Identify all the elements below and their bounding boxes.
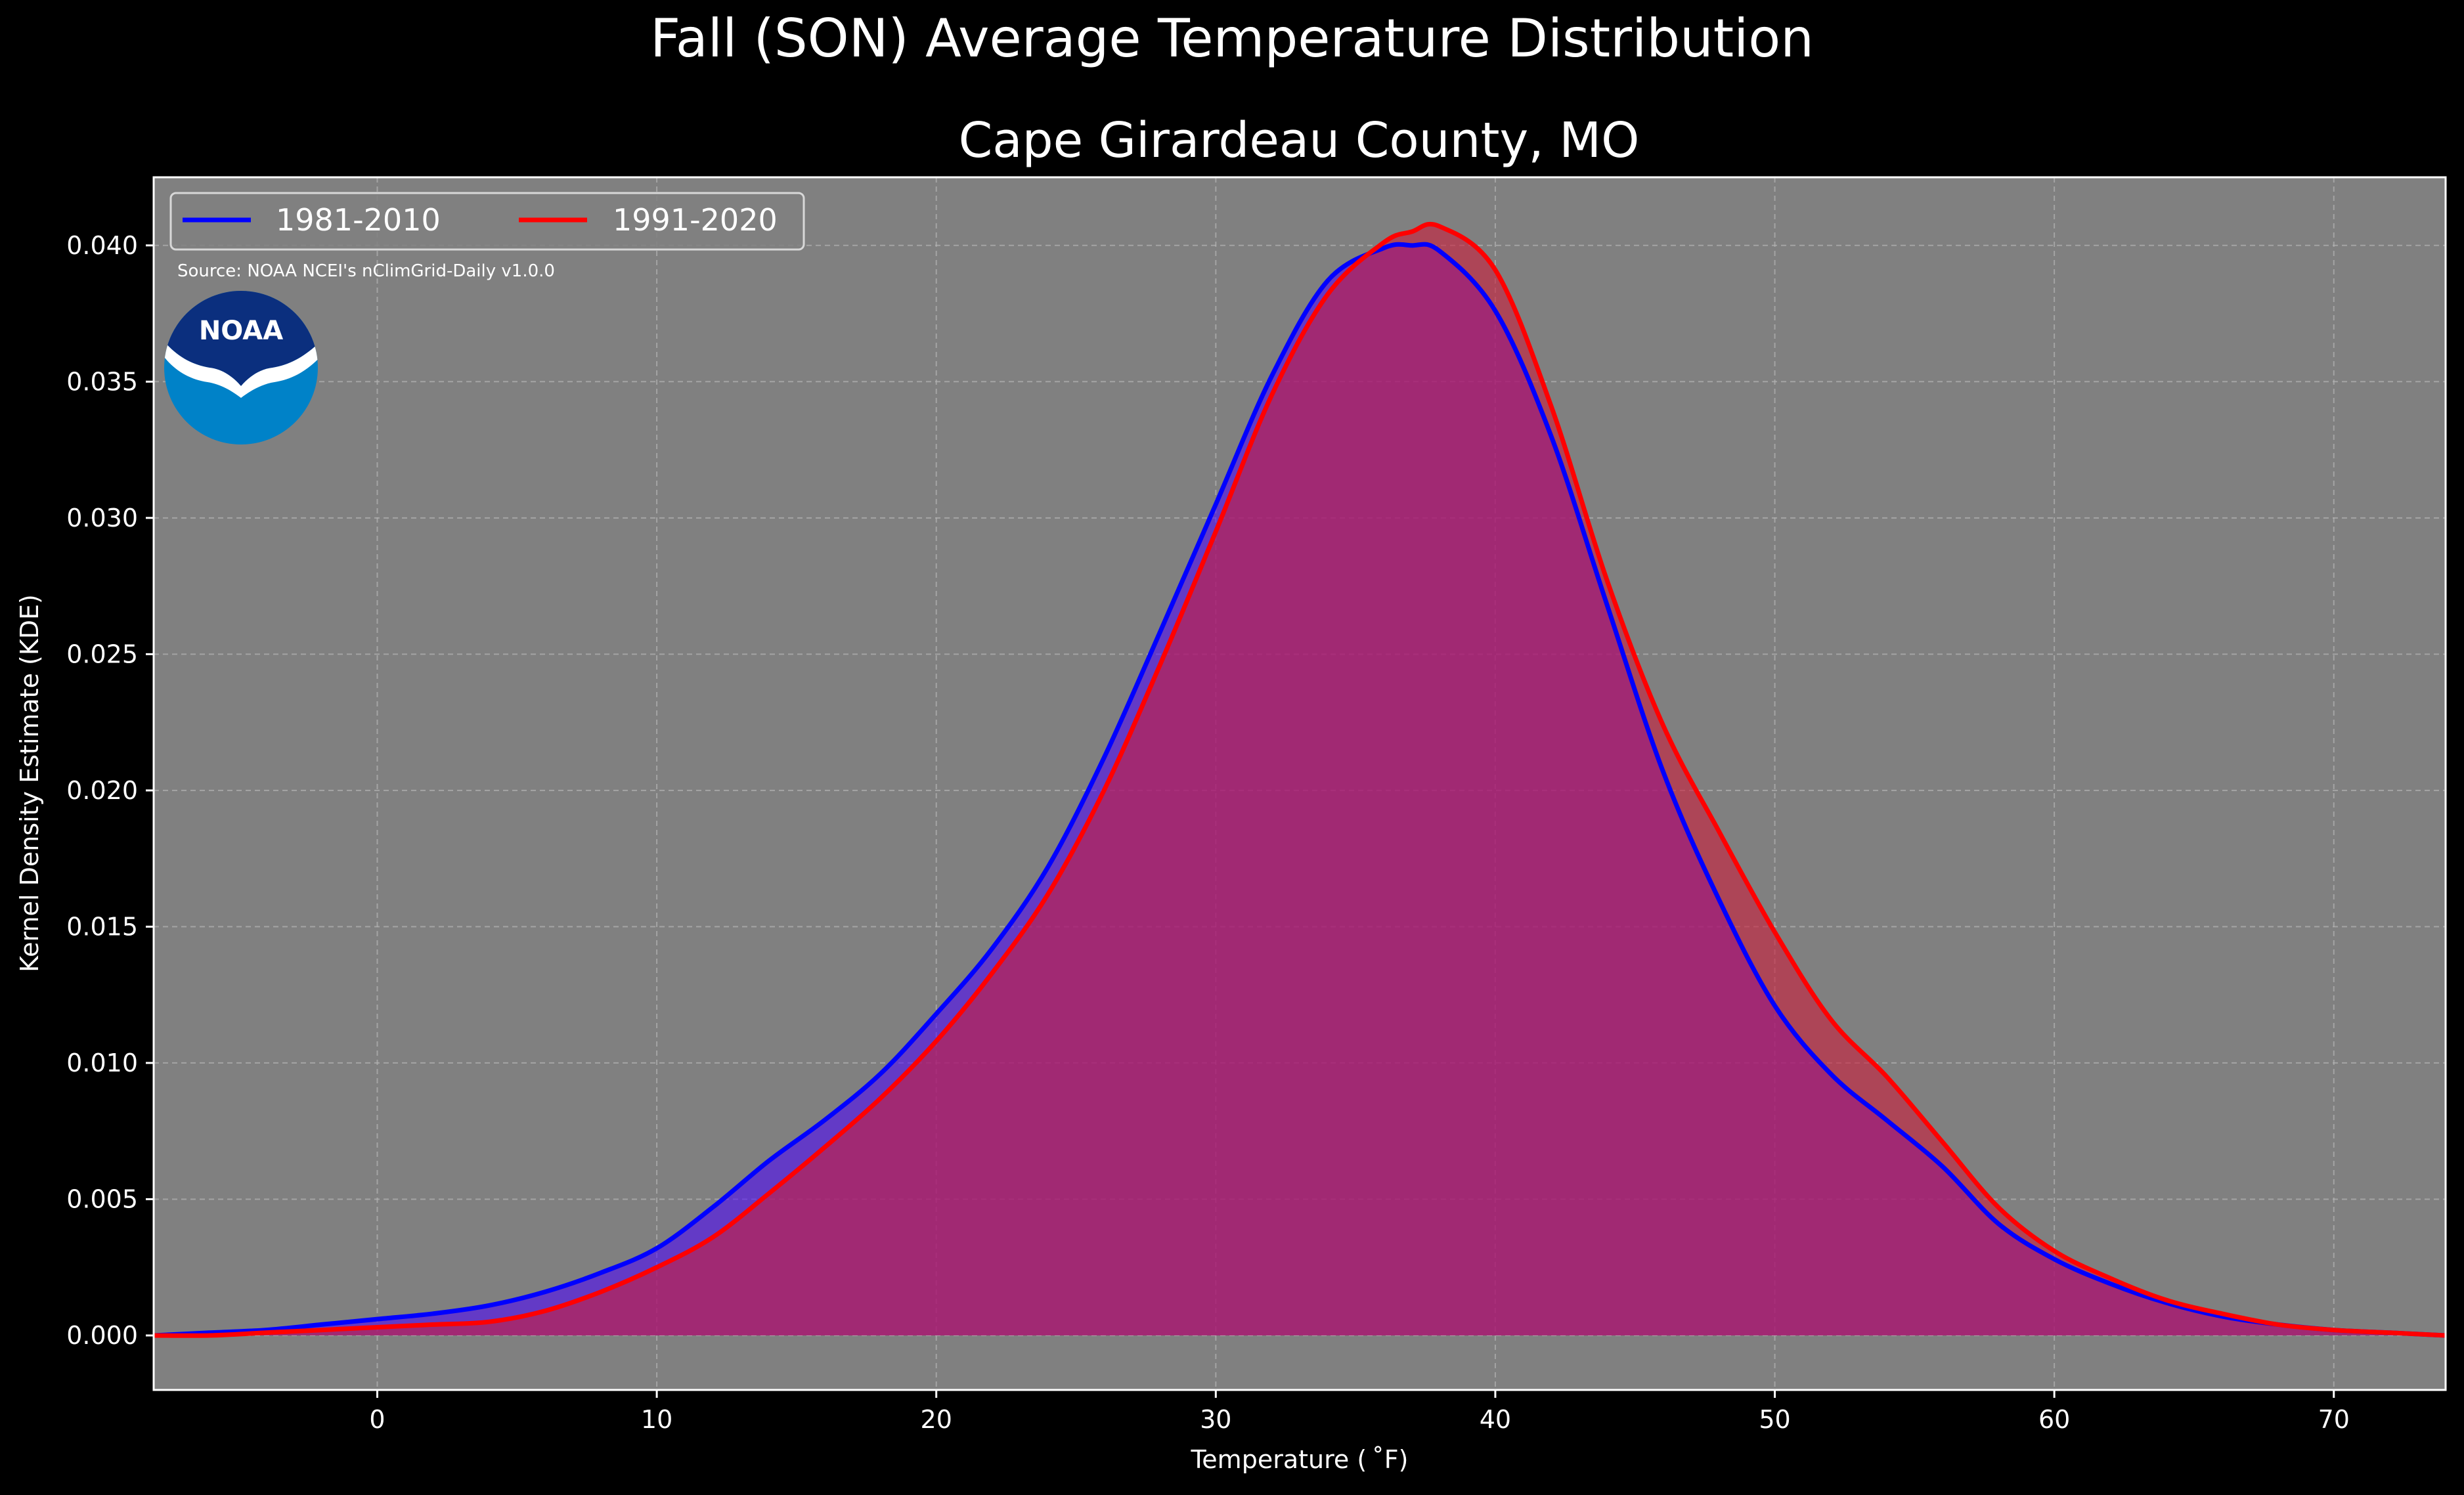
chart-title: Cape Girardeau County, MO xyxy=(959,112,1640,169)
x-tick-label: 70 xyxy=(2318,1405,2350,1434)
x-axis-ticks: 0 10 20 30 40 50 60 70 xyxy=(369,1390,2350,1434)
line-1981-2010 xyxy=(154,242,2446,1338)
figure-suptitle: Fall (SON) Average Temperature Distribut… xyxy=(650,8,1814,69)
x-tick-label: 50 xyxy=(1759,1405,1790,1434)
y-tick-label: 0.035 xyxy=(66,367,138,396)
y-tick-label: 0.025 xyxy=(66,639,138,668)
y-tick-label: 0.020 xyxy=(66,776,138,805)
y-tick-label: 0.015 xyxy=(66,912,138,941)
line-1991-2020 xyxy=(154,221,2446,1338)
y-tick-label: 0.005 xyxy=(66,1184,138,1213)
noaa-logo-top xyxy=(164,291,318,386)
source-annotation: Source: NOAA NCEI's nClimGrid-Daily v1.0… xyxy=(177,261,555,281)
legend-label-1981-2010: 1981-2010 xyxy=(276,202,441,238)
noaa-logo-text: NOAA xyxy=(199,316,283,346)
x-tick-label: 10 xyxy=(641,1405,672,1434)
area-fill-1991-2020 xyxy=(154,224,2446,1336)
y-tick-label: 0.040 xyxy=(66,231,138,260)
y-tick-label: 0.010 xyxy=(66,1049,138,1077)
legend: 1981-2010 1991-2020 xyxy=(169,192,805,251)
y-tick-label: 0.000 xyxy=(66,1321,138,1350)
y-axis-ticks: 0.000 0.005 0.010 0.015 0.020 0.025 0.030 0.035… xyxy=(66,231,154,1350)
x-tick-label: 30 xyxy=(1200,1405,1231,1434)
legend-label-1991-2020: 1991-2020 xyxy=(613,202,778,238)
y-tick-label: 0.030 xyxy=(66,504,138,532)
series-fills xyxy=(154,224,2446,1336)
x-tick-label: 60 xyxy=(2038,1405,2070,1434)
noaa-logo-bird xyxy=(164,334,318,398)
x-tick-label: 40 xyxy=(1480,1405,1511,1434)
noaa-logo-icon: NOAA xyxy=(164,291,318,444)
x-tick-label: 20 xyxy=(921,1405,952,1434)
y-axis-label: Kernel Density Estimate (KDE) xyxy=(15,594,44,972)
legend-box xyxy=(169,192,805,251)
plot-frame xyxy=(152,176,2447,1391)
x-axis-label: Temperature ( ˚F) xyxy=(1191,1445,1409,1474)
series-lines xyxy=(154,221,2446,1338)
x-tick-label: 0 xyxy=(369,1405,385,1434)
